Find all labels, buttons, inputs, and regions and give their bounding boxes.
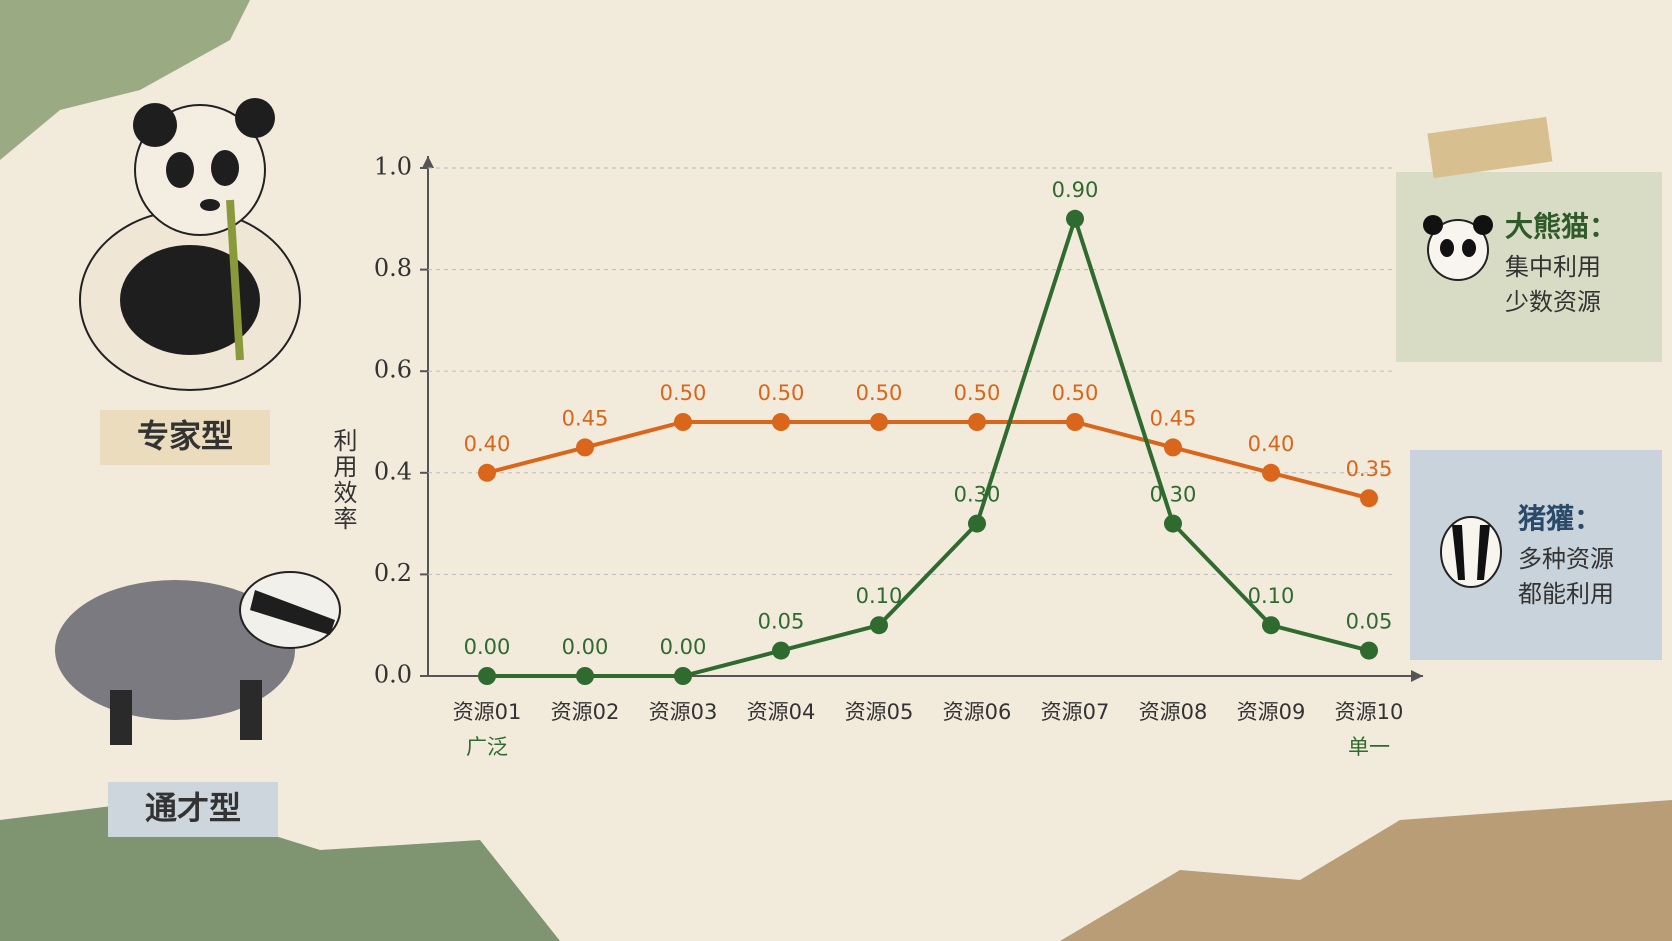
data-label: 0.50 (954, 381, 1001, 405)
data-label: 0.50 (660, 381, 707, 405)
data-label: 0.30 (1150, 483, 1197, 507)
data-point (674, 413, 692, 431)
y-tick-label: 0.2 (374, 559, 412, 587)
y-axis-arrow (422, 156, 434, 168)
x-end-label: 单一 (1348, 735, 1390, 759)
data-point (576, 438, 594, 457)
legend-text: 集中利用 (1505, 253, 1601, 281)
x-tick-label: 资源02 (551, 700, 620, 724)
data-label: 0.50 (856, 381, 903, 405)
data-label: 0.35 (1346, 457, 1393, 481)
data-point (576, 667, 594, 685)
panda-illustration (79, 98, 301, 391)
data-label: 0.45 (1150, 406, 1197, 430)
x-tick-label: 资源05 (845, 700, 914, 724)
x-tick-label: 资源07 (1041, 700, 1110, 724)
x-tick-label: 资源06 (943, 700, 1012, 724)
data-label: 0.05 (1346, 610, 1393, 634)
data-point (772, 641, 790, 660)
data-point (968, 413, 986, 431)
panda-icon (1423, 215, 1493, 281)
side-label: 通才型 (145, 789, 241, 827)
x-tick-label: 资源01 (453, 700, 522, 724)
legend-text: 少数资源 (1505, 288, 1601, 316)
data-point (1164, 438, 1182, 457)
data-label: 0.05 (758, 610, 805, 634)
y-tick-label: 0.0 (374, 661, 412, 689)
legend-title: 大熊猫： (1505, 210, 1617, 243)
data-point (1262, 616, 1280, 635)
data-point (968, 514, 986, 533)
data-label: 0.40 (464, 432, 511, 456)
paper-torn (1060, 800, 1672, 941)
data-point (772, 413, 790, 431)
y-axis-label: 利用效率 (329, 428, 357, 532)
data-point (870, 413, 888, 431)
data-point (1360, 641, 1378, 660)
data-point (674, 667, 692, 685)
legend-text: 都能利用 (1518, 580, 1614, 608)
x-tick-label: 资源10 (1335, 700, 1404, 724)
x-end-label: 广泛 (466, 735, 508, 759)
data-label: 0.00 (660, 635, 707, 659)
x-axis-arrow (1411, 670, 1423, 682)
data-point (1066, 413, 1084, 431)
data-label: 0.50 (1052, 381, 1099, 405)
data-label: 0.90 (1052, 178, 1099, 202)
legend-text: 多种资源 (1518, 545, 1614, 573)
data-label: 0.00 (562, 635, 609, 659)
data-label: 0.45 (562, 406, 609, 430)
y-tick-label: 1.0 (374, 153, 412, 181)
data-point (1066, 209, 1084, 228)
series-line (486, 420, 1370, 501)
data-point (478, 463, 496, 482)
badger-illustration (55, 571, 341, 745)
side-label: 专家型 (137, 417, 233, 455)
data-point (1262, 463, 1280, 482)
data-label: 0.10 (1248, 584, 1295, 608)
y-tick-label: 0.6 (374, 356, 412, 384)
x-tick-label: 资源08 (1139, 700, 1208, 724)
tape (1427, 116, 1553, 179)
y-tick-label: 0.8 (374, 254, 412, 282)
x-tick-label: 资源09 (1237, 700, 1306, 724)
data-point (478, 667, 496, 685)
y-tick-label: 0.4 (374, 457, 412, 485)
paper-torn (0, 0, 250, 160)
x-tick-label: 资源04 (747, 700, 816, 724)
data-label: 0.50 (758, 381, 805, 405)
data-label: 0.00 (464, 635, 511, 659)
label-card (100, 410, 270, 465)
data-label: 0.30 (954, 483, 1001, 507)
legend-title: 猪獾： (1518, 502, 1602, 535)
x-tick-label: 资源03 (649, 700, 718, 724)
data-label: 0.40 (1248, 432, 1295, 456)
series-line (487, 212, 1370, 678)
label-card (108, 782, 278, 837)
badger-icon (1440, 516, 1502, 588)
data-point (870, 616, 888, 635)
data-point (1360, 489, 1378, 508)
data-label: 0.10 (856, 584, 903, 608)
data-point (1164, 514, 1182, 533)
